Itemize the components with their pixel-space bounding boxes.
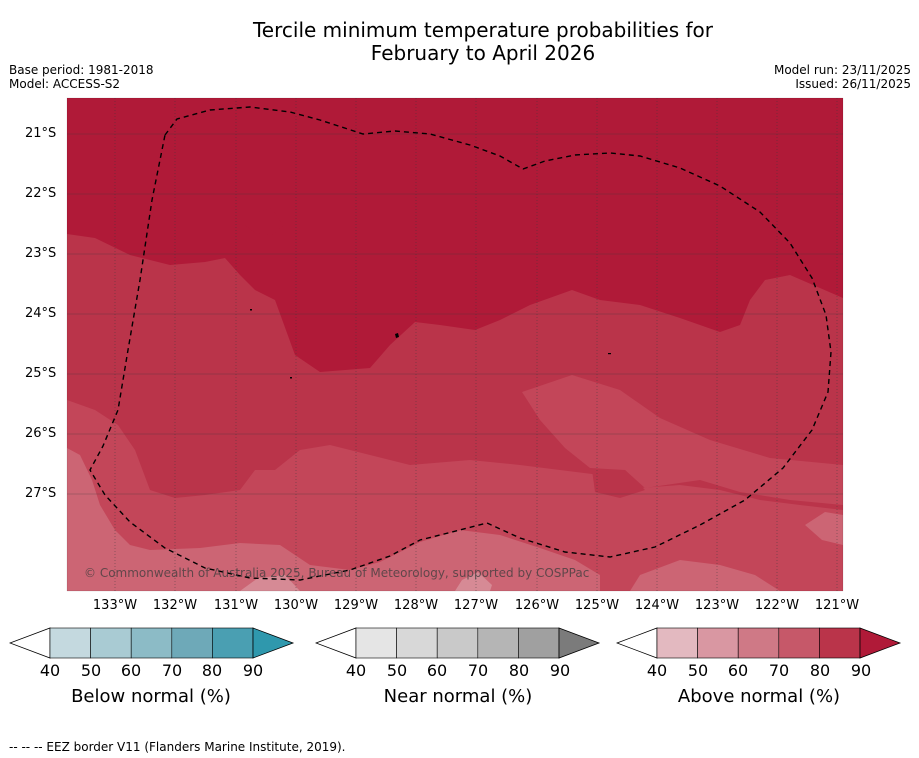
- lat-label-21s: 21°S: [25, 126, 57, 141]
- map-title: Tercile minimum temperature probabilitie…: [0, 19, 919, 65]
- colorbar-swatch: [90, 627, 132, 659]
- lat-label-22s: 22°S: [25, 186, 57, 201]
- colorbar-high-arrow: [859, 627, 902, 659]
- lat-label-27s: 27°S: [25, 486, 57, 501]
- colorbar-above-normal: [616, 627, 916, 659]
- lon-label-126w: 126°W: [514, 598, 560, 613]
- lat-label-26s: 26°S: [25, 426, 57, 441]
- probability-map: [66, 97, 844, 592]
- zone-50-patch: [455, 572, 492, 591]
- above-tick-60: 60: [727, 661, 749, 680]
- copyright-notice: © Commonwealth of Australia 2025, Bureau…: [84, 566, 590, 580]
- lon-label-130w: 130°W: [273, 598, 319, 613]
- colorbar-swatch: [436, 627, 479, 659]
- eez-border: [89, 106, 832, 581]
- near-tick-90: 90: [549, 661, 571, 680]
- meta-left: Base period: 1981-2018 Model: ACCESS-S2: [9, 63, 154, 91]
- lon-label-128w: 128°W: [393, 598, 439, 613]
- zone-60-east: [630, 560, 780, 591]
- near-normal-label: Near normal (%): [383, 686, 533, 707]
- colorbar-swatch: [778, 627, 820, 659]
- colorbar-below-normal-swatches: [9, 627, 295, 659]
- lon-label-122w: 122°W: [754, 598, 800, 613]
- colorbar-swatch: [656, 627, 698, 659]
- colorbar-near-normal-swatches: [315, 627, 601, 659]
- colorbar-swatch: [396, 627, 438, 659]
- title-line-2: February to April 2026: [370, 41, 596, 65]
- lat-label-25s: 25°S: [25, 366, 57, 381]
- lon-label-131w: 131°W: [213, 598, 259, 613]
- colorbar-swatch: [819, 627, 861, 659]
- colorbar-swatch: [737, 627, 780, 659]
- lon-label-124w: 124°W: [634, 598, 680, 613]
- below-tick-70: 70: [161, 661, 183, 680]
- colorbar-swatch: [355, 627, 397, 659]
- below-tick-80: 80: [201, 661, 223, 680]
- issued-date: Issued: 26/11/2025: [795, 77, 911, 91]
- lon-label-125w: 125°W: [574, 598, 620, 613]
- colorbar-swatch: [49, 627, 91, 659]
- below-tick-50: 50: [80, 661, 102, 680]
- colorbar-near-normal: [315, 627, 615, 659]
- below-tick-60: 60: [120, 661, 142, 680]
- colorbar-swatch: [130, 627, 173, 659]
- near-tick-80: 80: [508, 661, 530, 680]
- zone-60: [67, 448, 600, 591]
- lat-label-23s: 23°S: [25, 246, 57, 261]
- colorbar-below-normal: [9, 627, 309, 659]
- above-tick-50: 50: [687, 661, 709, 680]
- near-tick-70: 70: [467, 661, 489, 680]
- near-tick-50: 50: [386, 661, 408, 680]
- near-tick-60: 60: [426, 661, 448, 680]
- meridians: [114, 98, 838, 591]
- zone-70: [67, 400, 843, 591]
- zone-90-island: [245, 208, 283, 235]
- model-name: Model: ACCESS-S2: [9, 77, 121, 91]
- eez-footnote: -- -- -- EEZ border V11 (Flanders Marine…: [9, 740, 346, 754]
- below-tick-90: 90: [242, 661, 264, 680]
- colorbar-above-normal-swatches: [616, 627, 902, 659]
- colorbar-high-arrow: [558, 627, 601, 659]
- zone-70-patch: [522, 375, 843, 505]
- lon-label-133w: 133°W: [92, 598, 138, 613]
- above-tick-40: 40: [646, 661, 668, 680]
- below-normal-label: Below normal (%): [71, 686, 231, 707]
- above-tick-70: 70: [768, 661, 790, 680]
- colorbar-swatch: [171, 627, 213, 659]
- colorbar-swatch: [697, 627, 739, 659]
- title-line-1: Tercile minimum temperature probabilitie…: [252, 18, 714, 42]
- meta-right: Model run: 23/11/2025 Issued: 26/11/2025: [774, 63, 911, 91]
- graticule: [67, 133, 843, 495]
- lon-label-127w: 127°W: [453, 598, 499, 613]
- zone-80-patch: [592, 470, 645, 498]
- lat-label-24s: 24°S: [25, 306, 57, 321]
- above-tick-90: 90: [850, 661, 872, 680]
- colorbar-high-arrow: [252, 627, 295, 659]
- colorbar-low-arrow: [616, 627, 658, 659]
- above-tick-80: 80: [809, 661, 831, 680]
- lon-label-129w: 129°W: [333, 598, 379, 613]
- below-tick-40: 40: [39, 661, 61, 680]
- lon-label-123w: 123°W: [694, 598, 740, 613]
- small-islands: [250, 309, 611, 379]
- zone-60-edge: [805, 512, 843, 545]
- model-run: Model run: 23/11/2025: [773, 63, 911, 77]
- base-period: Base period: 1981-2018: [9, 63, 154, 77]
- lon-label-121w: 121°W: [814, 598, 860, 613]
- colorbar-swatch: [212, 627, 254, 659]
- map-frame: [66, 97, 844, 592]
- colorbar-low-arrow: [315, 627, 357, 659]
- colorbar-swatch: [477, 627, 519, 659]
- colorbar-low-arrow: [9, 627, 51, 659]
- lon-label-132w: 132°W: [152, 598, 198, 613]
- colorbar-swatch: [518, 627, 560, 659]
- near-tick-40: 40: [345, 661, 367, 680]
- above-normal-label: Above normal (%): [677, 686, 841, 707]
